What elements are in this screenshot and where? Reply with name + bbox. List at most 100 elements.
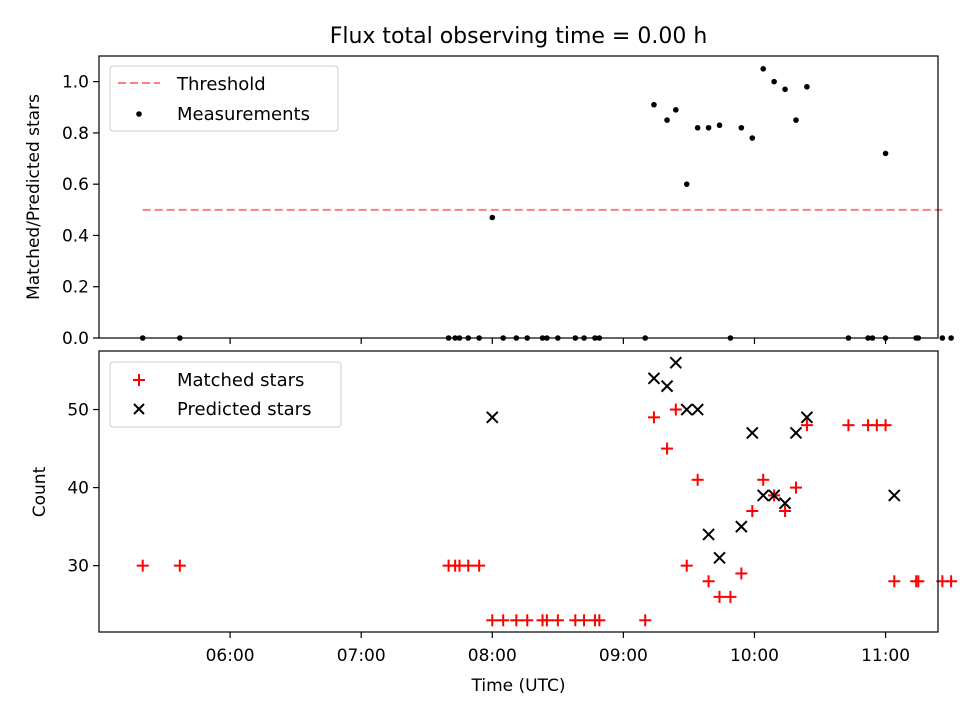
matched-star-point	[842, 419, 855, 432]
matched-stars-legend-label: Matched stars	[177, 370, 304, 391]
threshold-legend-label: Threshold	[176, 74, 266, 95]
matched-star-point	[647, 411, 660, 424]
top-legend-box	[109, 65, 339, 132]
flux-ratio-panel: Flux total observing time = 0.00 h Match…	[24, 24, 954, 349]
bottom-plot-area	[136, 356, 958, 627]
predicted-star-point	[735, 520, 748, 533]
measurements-legend-swatch	[136, 111, 142, 117]
matched-star-point	[702, 575, 715, 588]
measurement-point	[882, 150, 889, 157]
matched-star-point	[888, 575, 901, 588]
bottom-y-ticks: 30 40 50	[67, 401, 99, 577]
predicted-stars-legend-label: Predicted stars	[177, 399, 311, 420]
bottom-y-tick-label: 30	[67, 557, 89, 577]
matched-star-point	[540, 614, 553, 627]
matched-star-point	[945, 575, 958, 588]
matched-star-point	[669, 403, 682, 416]
predicted-star-point	[647, 372, 661, 385]
predicted-star-point	[888, 489, 901, 502]
chart-title: Flux total observing time = 0.00 h	[330, 24, 708, 49]
matched-star-point	[680, 559, 693, 572]
measurement-point	[939, 335, 946, 341]
matched-star-point	[473, 559, 486, 572]
matched-star-point	[173, 559, 186, 572]
matched-star-point	[486, 614, 499, 627]
predicted-star-point	[660, 379, 674, 393]
measurement-point	[664, 117, 670, 123]
top-legend: Threshold Measurements	[109, 65, 339, 132]
top-y-tick-label: 0.8	[62, 124, 89, 144]
measurement-point	[705, 124, 712, 131]
measurement-point	[683, 181, 690, 187]
matched-star-point	[136, 559, 149, 572]
predicted-star-point	[691, 403, 704, 416]
predicted-star-point	[778, 497, 792, 510]
bottom-legend-box	[109, 361, 342, 428]
predicted-star-point	[702, 528, 715, 541]
predicted-star-point	[746, 426, 759, 440]
predicted-star-point	[789, 426, 803, 440]
top-y-tick-label: 1.0	[62, 73, 89, 93]
bottom-axes-frame	[98, 350, 939, 633]
matched-star-point	[521, 614, 534, 627]
x-tick-label: 10:00	[730, 646, 779, 666]
bottom-y-tick-label: 40	[67, 479, 89, 499]
measurements-legend-label: Measurements	[177, 104, 310, 125]
matched-star-point	[639, 614, 652, 627]
top-axes-frame	[98, 55, 939, 339]
measurement-point	[948, 335, 954, 341]
matched-star-point	[551, 614, 564, 627]
matched-star-point	[578, 614, 591, 627]
x-tick-label: 11:00	[861, 646, 910, 666]
predicted-star-point	[486, 411, 499, 424]
matched-star-point	[661, 442, 674, 455]
matched-stars-legend-swatch	[133, 374, 145, 386]
measurement-point	[793, 117, 799, 123]
matched-star-point	[912, 575, 925, 588]
matched-star-point	[879, 419, 892, 432]
top-y-ticks: 0.0 0.2 0.4 0.6 0.8 1.0	[62, 73, 99, 349]
measurement-point	[694, 124, 701, 131]
measurement-point	[651, 101, 657, 108]
measurement-point	[673, 107, 679, 113]
measurement-point	[804, 83, 810, 90]
measurement-point	[489, 214, 496, 221]
matched-star-point	[593, 614, 606, 627]
measurement-point	[749, 135, 756, 141]
measurement-point	[738, 124, 745, 131]
matched-star-point	[724, 590, 737, 603]
matched-star-point	[757, 473, 770, 486]
top-y-tick-label: 0.2	[62, 278, 89, 298]
predicted-star-point	[800, 411, 814, 424]
matched-star-point	[713, 590, 726, 603]
measurement-point	[716, 122, 723, 129]
matched-star-point	[462, 559, 475, 572]
top-y-tick-label: 0.0	[62, 329, 89, 349]
predicted-star-point	[669, 356, 683, 369]
predicted-stars-legend-swatch	[133, 403, 145, 415]
measurement-point	[760, 66, 767, 72]
measurement-point	[771, 78, 777, 85]
bottom-y-axis-label: Count	[30, 466, 50, 517]
top-plot-area	[139, 66, 954, 341]
predicted-star-point	[767, 489, 781, 502]
predicted-star-point	[680, 403, 693, 416]
x-tick-label: 09:00	[599, 646, 648, 666]
matched-star-point	[497, 614, 510, 627]
matched-star-point	[800, 419, 813, 432]
matched-star-point	[779, 505, 792, 518]
matched-star-point	[510, 614, 523, 627]
predicted-star-point	[757, 489, 770, 502]
bottom-legend: Matched stars Predicted stars	[109, 361, 342, 428]
measurement-point	[782, 86, 788, 93]
predicted-star-point	[713, 551, 726, 565]
top-y-tick-label: 0.6	[62, 175, 89, 195]
x-tick-label: 07:00	[337, 646, 386, 666]
matched-star-point	[746, 505, 759, 518]
matched-star-point	[691, 473, 704, 486]
top-y-tick-label: 0.4	[62, 226, 89, 246]
matched-star-point	[789, 481, 802, 494]
matched-star-point	[735, 567, 748, 580]
